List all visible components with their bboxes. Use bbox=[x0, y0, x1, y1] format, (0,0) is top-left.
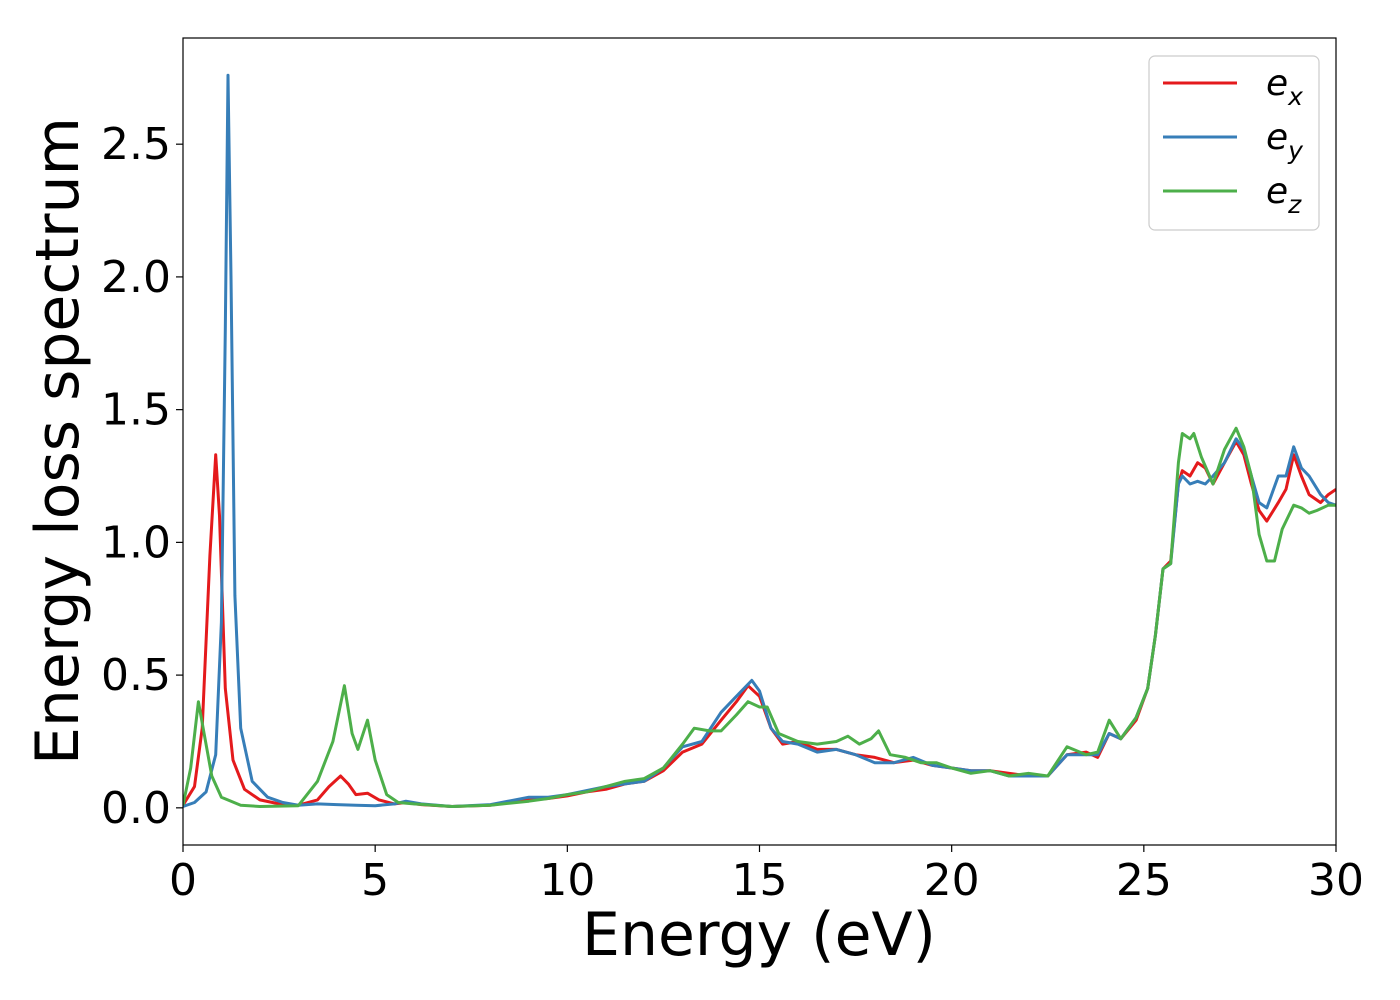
series-line-x bbox=[183, 440, 1336, 808]
series-line-z bbox=[183, 426, 1336, 808]
series-layer bbox=[183, 73, 1336, 808]
x-tick-label: 10 bbox=[539, 855, 595, 906]
y-tick-label: 2.5 bbox=[101, 119, 171, 170]
y-tick-label: 0.5 bbox=[101, 650, 171, 701]
x-axis: 0 5 10 15 20 25 30 bbox=[169, 845, 1364, 906]
y-axis-title: Energy loss spectrum bbox=[23, 117, 93, 765]
y-tick-label: 0.0 bbox=[101, 783, 171, 834]
x-tick-label: 25 bbox=[1116, 855, 1172, 906]
x-tick-label: 30 bbox=[1308, 855, 1364, 906]
y-tick-label: 1.5 bbox=[101, 385, 171, 436]
y-axis: 0.0 0.5 1.0 1.5 2.0 2.5 bbox=[101, 119, 183, 834]
y-tick-label: 1.0 bbox=[101, 517, 171, 568]
x-tick-label: 20 bbox=[924, 855, 980, 906]
x-tick-label: 15 bbox=[732, 855, 788, 906]
y-tick-label: 2.0 bbox=[101, 252, 171, 303]
x-axis-title: Energy (eV) bbox=[582, 900, 936, 970]
x-tick-label: 0 bbox=[169, 855, 197, 906]
legend-box bbox=[1148, 55, 1320, 231]
x-tick-label: 5 bbox=[361, 855, 389, 906]
